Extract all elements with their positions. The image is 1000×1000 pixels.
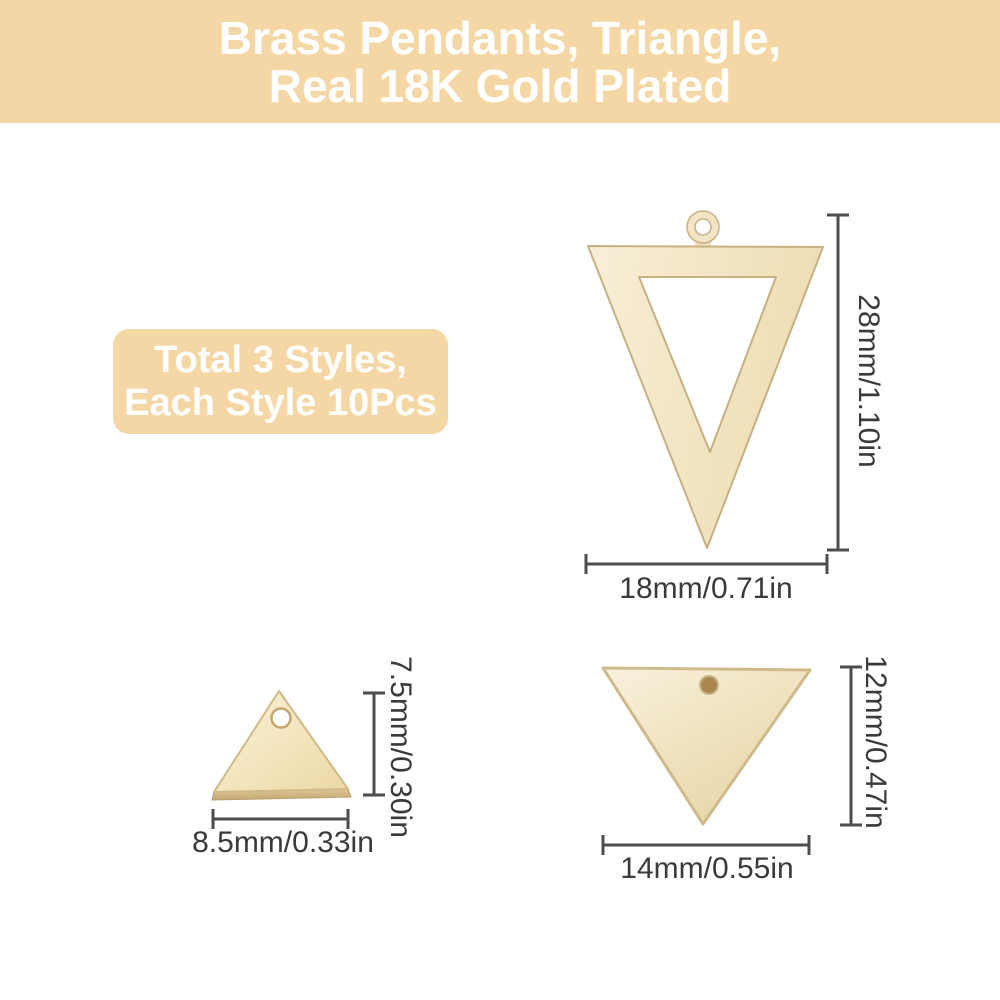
badge-line-1: Total 3 Styles, xyxy=(154,338,407,381)
small-triangle-hole xyxy=(270,707,292,729)
styles-badge: Total 3 Styles, Each Style 10Pcs xyxy=(113,329,448,434)
badge-line-2: Each Style 10Pcs xyxy=(124,381,437,424)
title-banner: Brass Pendants, Triangle, Real 18K Gold … xyxy=(0,0,1000,123)
large-width-dimension-line xyxy=(584,554,829,574)
medium-height-dimension-line xyxy=(840,665,862,827)
medium-width-label: 14mm/0.55in xyxy=(620,852,794,885)
large-open-triangle-pendant xyxy=(587,210,824,549)
medium-solid-triangle-pendant xyxy=(601,666,812,826)
title-line-2: Real 18K Gold Plated xyxy=(268,59,732,112)
small-width-dimension-line xyxy=(211,809,350,829)
large-width-label: 18mm/0.71in xyxy=(619,572,793,605)
small-width-label: 8.5mm/0.33in xyxy=(192,826,374,859)
medium-height-label: 12mm/0.47in xyxy=(859,655,892,829)
medium-triangle-body xyxy=(601,666,812,826)
medium-triangle-hole xyxy=(699,675,719,695)
large-height-dimension-line xyxy=(827,213,849,552)
small-height-label: 7.5mm/0.30in xyxy=(384,656,417,838)
small-height-dimension-line xyxy=(363,691,385,797)
pendant-loop-hole xyxy=(694,218,712,236)
open-triangle-body xyxy=(587,245,824,549)
large-height-label: 28mm/1.10in xyxy=(852,294,885,468)
medium-width-dimension-line xyxy=(601,835,811,855)
small-triangle-body xyxy=(213,690,349,793)
small-solid-triangle-pendant xyxy=(211,690,352,801)
title-line-1: Brass Pendants, Triangle, xyxy=(218,11,782,64)
